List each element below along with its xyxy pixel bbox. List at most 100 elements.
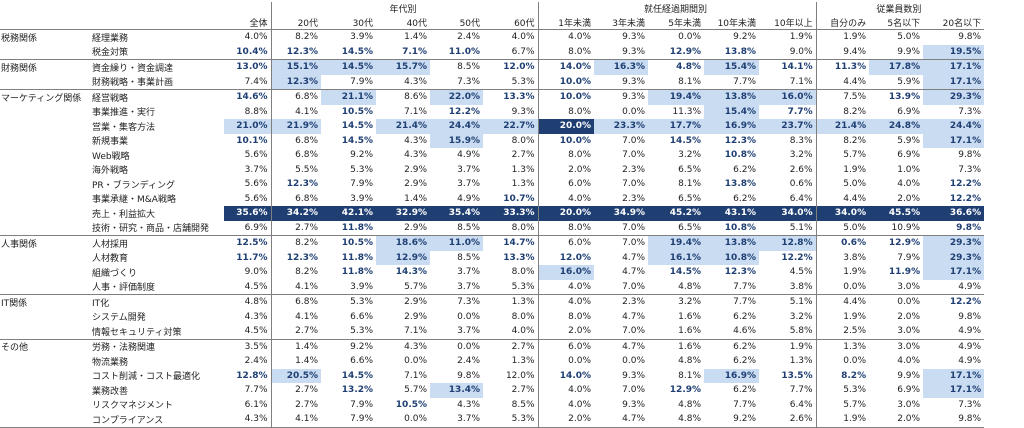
- category-label: [0, 412, 88, 428]
- data-cell: 1.9%: [815, 162, 870, 177]
- data-cell: 4.0%: [897, 179, 921, 190]
- data-cell: 10.4%: [224, 44, 272, 60]
- data-cell: 14.5%: [669, 135, 702, 146]
- data-cell: 8.0%: [537, 44, 595, 60]
- data-cell: 3.7%: [430, 279, 484, 295]
- data-cell: 5.7%: [376, 279, 431, 295]
- data-cell: 9.3%: [622, 399, 646, 410]
- row-label: Web戦略: [92, 151, 130, 162]
- data-cell: 1.9%: [759, 29, 817, 45]
- data-cell: 17.1%: [923, 383, 985, 398]
- data-cell: 11.8%: [341, 267, 374, 278]
- data-cell: 4.9%: [958, 356, 982, 367]
- data-cell: 4.0%: [537, 294, 595, 310]
- data-cell: 12.2%: [949, 179, 982, 190]
- data-cell: 7.7%: [704, 279, 760, 295]
- data-cell: 34.0%: [815, 206, 870, 221]
- table-row: 海外戦略 3.7% 5.5% 5.3% 2.9% 3.7% 1.3% 2.0% 2.3% 6.5%…: [0, 162, 984, 177]
- data-cell: 21.0%: [224, 119, 272, 134]
- column-header: 20代: [270, 15, 322, 30]
- data-cell: 20.0%: [537, 206, 595, 221]
- data-cell: 9.8%: [923, 29, 985, 45]
- data-cell: 3.5%: [224, 338, 272, 354]
- data-cell: 7.3%: [958, 106, 982, 117]
- data-cell: 6.5%: [678, 164, 702, 175]
- data-cell: 12.2%: [923, 294, 985, 310]
- data-cell: 3.2%: [789, 150, 813, 161]
- data-cell: 7.1%: [376, 324, 431, 340]
- data-cell: 2.9%: [376, 220, 431, 236]
- data-cell: 10.8%: [704, 250, 760, 265]
- data-cell: 1.4%: [270, 354, 322, 369]
- data-cell: 7.1%: [404, 106, 428, 117]
- data-cell: 4.7%: [594, 412, 649, 428]
- category-label: [0, 251, 88, 266]
- data-cell: 4.0%: [537, 279, 595, 295]
- data-cell: 4.9%: [923, 279, 985, 295]
- data-cell: 8.0%: [537, 309, 595, 324]
- data-cell: 4.8%: [678, 399, 702, 410]
- data-cell: 9.8%: [958, 150, 982, 161]
- data-cell: 1.9%: [759, 338, 817, 354]
- data-cell: 1.3%: [511, 179, 535, 190]
- data-cell: 8.5%: [457, 252, 481, 263]
- data-cell: 8.0%: [537, 220, 595, 236]
- crosstab-table: 年代別 就任経過期間別 従業員数別 全体 20代 30代 40代 50代 60代 1年未満 3年未満…: [0, 2, 985, 428]
- data-cell: 4.3%: [404, 150, 428, 161]
- column-group-header-row: 年代別 就任経過期間別 従業員数別: [0, 2, 985, 15]
- table-row: PR・ブランディング 5.6% 12.3% 7.9% 2.9% 3.7% 1.3% 6.0% 7…: [0, 177, 984, 192]
- column-header: 5名以下: [869, 15, 924, 30]
- row-label: 情報セキュリティ対策: [88, 324, 224, 340]
- category-label: [0, 265, 88, 280]
- column-header-row: 全体 20代 30代 40代 50代 60代 1年未満 3年未満 5年未満 10年未満 10年以上自…: [0, 15, 985, 30]
- data-cell: 21.1%: [321, 89, 377, 105]
- data-cell: 4.0%: [224, 29, 272, 45]
- data-cell: 6.6%: [350, 356, 374, 367]
- data-cell: 8.2%: [270, 235, 322, 251]
- data-cell: 10.1%: [236, 135, 268, 146]
- data-cell: 3.8%: [815, 250, 870, 265]
- category-label: その他: [0, 338, 88, 354]
- table-row: 人事関係 人材採用 12.5% 8.2% 10.5% 18.6% 11.0% 14.7% 6.0…: [0, 235, 985, 251]
- data-cell: 6.2%: [733, 356, 757, 367]
- table-row: Web戦略 5.6% 6.8% 9.2% 4.3% 4.9% 2.7% 8.0% 7.0% 3.2…: [0, 148, 984, 163]
- data-cell: 35.4%: [430, 206, 484, 221]
- data-cell: 7.7%: [704, 294, 760, 310]
- data-cell: 2.0%: [897, 193, 921, 204]
- data-cell: 6.9%: [897, 385, 921, 396]
- data-cell: 45.2%: [648, 206, 705, 221]
- data-cell: 4.1%: [270, 279, 322, 295]
- data-cell: 16.9%: [704, 368, 760, 383]
- data-cell: 4.1%: [270, 309, 322, 324]
- row-label: 新規事業: [92, 137, 129, 148]
- data-cell: 4.0%: [483, 324, 539, 340]
- row-label: リスクマネジメント: [92, 401, 174, 412]
- table-row: 技術・研究・商品・店舗開発 6.9% 2.7% 11.8% 2.9% 8.5% 8.0% 8.…: [0, 220, 985, 236]
- data-cell: 4.8%: [648, 412, 705, 428]
- data-cell: 4.5%: [224, 324, 272, 340]
- data-cell: 14.5%: [669, 267, 702, 278]
- data-cell: 17.8%: [869, 59, 924, 75]
- data-cell: 6.0%: [537, 177, 595, 192]
- data-cell: 8.2%: [815, 133, 870, 148]
- data-cell: 2.7%: [511, 150, 535, 161]
- data-cell: 14.1%: [759, 59, 817, 75]
- data-cell: 13.2%: [341, 385, 374, 396]
- data-cell: 8.2%: [270, 265, 322, 280]
- data-cell: 8.0%: [511, 267, 535, 278]
- data-cell: 13.8%: [704, 44, 760, 60]
- category-label: [0, 74, 88, 90]
- data-cell: 5.0%: [869, 29, 924, 45]
- data-cell: 4.9%: [457, 193, 481, 204]
- data-cell: 6.1%: [244, 399, 268, 410]
- data-cell: 1.9%: [815, 412, 870, 428]
- category-label: 税務関係: [0, 29, 88, 45]
- category-label: [0, 134, 88, 149]
- data-cell: 24.4%: [923, 119, 985, 134]
- data-cell: 9.2%: [350, 150, 374, 161]
- table-row: 情報セキュリティ対策 4.5% 2.7% 5.3% 7.1% 3.7% 4.0% 2.0% 7.…: [0, 324, 985, 340]
- data-cell: 19.4%: [648, 89, 705, 105]
- data-cell: 9.3%: [594, 44, 649, 60]
- data-cell: 11.8%: [341, 252, 374, 263]
